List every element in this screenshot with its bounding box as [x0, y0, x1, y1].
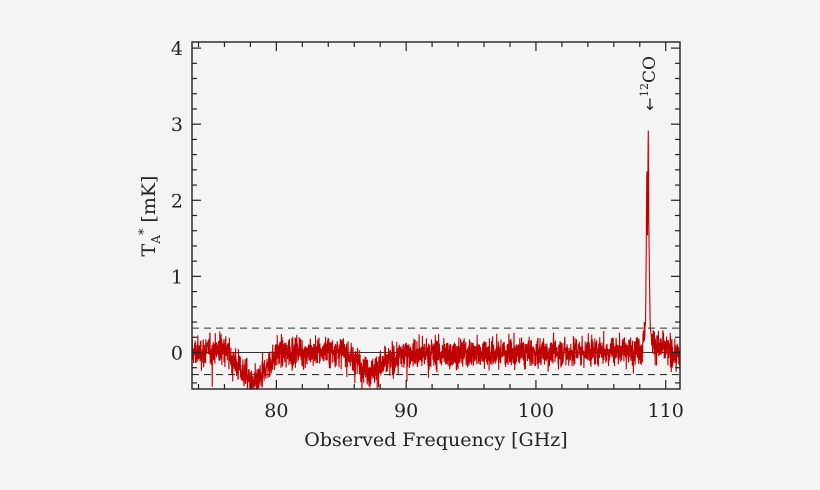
series-layer [192, 130, 680, 389]
y-axis-title-main: T [138, 243, 160, 256]
co-line-label-superscript: 12 [638, 83, 651, 97]
y-axis-title: TA* [mK] [137, 176, 163, 257]
x-tick-label: 90 [394, 400, 418, 422]
annotation-layer: 12CO ↓ [638, 56, 660, 114]
co-line-arrow: ↓ [643, 95, 656, 114]
y-tick-label: 2 [171, 190, 183, 212]
x-tick-label: 110 [648, 400, 684, 422]
y-tick-label: 0 [171, 342, 183, 364]
spectrum-series-line [192, 130, 680, 389]
y-tick-label: 1 [171, 266, 183, 288]
y-axis-title-subscript: A [149, 235, 163, 245]
y-axis-title-superscript: * [137, 228, 152, 235]
y-tick-label: 4 [171, 38, 183, 60]
plot-background [192, 42, 680, 389]
x-tick-label: 80 [264, 400, 288, 422]
x-axis-title: Observed Frequency [GHz] [304, 429, 567, 451]
y-axis-title-unit: [mK] [138, 176, 160, 223]
co-line-label: 12CO [638, 56, 660, 97]
co-line-label-text: CO [640, 56, 660, 83]
y-tick-label: 3 [171, 114, 183, 136]
x-tick-label: 100 [518, 400, 554, 422]
